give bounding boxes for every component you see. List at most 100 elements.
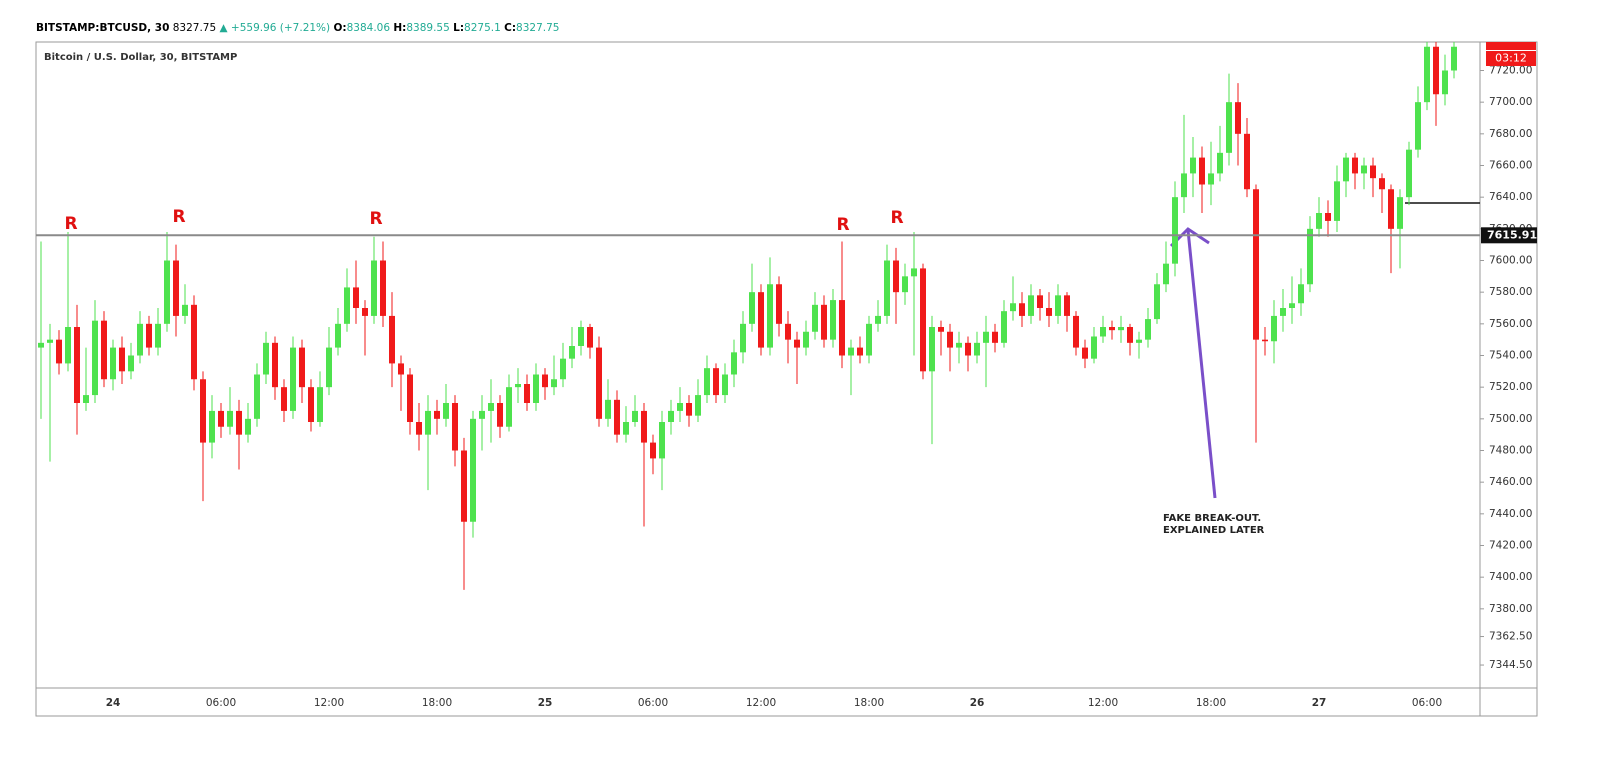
candle-body (425, 410, 431, 435)
y-tick-label: 7540.00 (1489, 350, 1532, 362)
open-label: O: (333, 22, 346, 34)
frame (35, 41, 1538, 717)
candle-body (794, 339, 800, 348)
candle-body (740, 323, 746, 353)
candle-body (1370, 165, 1376, 179)
change: ▲ +559.96 (+7.21%) (220, 22, 331, 34)
candle-body (1037, 295, 1043, 308)
candle-body (938, 327, 944, 332)
low-label: L: (453, 22, 464, 34)
candle-body (1271, 315, 1277, 342)
x-tick-label: 25 (538, 697, 553, 709)
candle-body (245, 418, 251, 435)
x-tick-label: 12:00 (1088, 697, 1118, 709)
candle-body (1244, 133, 1250, 190)
level-tag (1481, 227, 1537, 244)
candles (38, 42, 1457, 590)
candle-body (1082, 347, 1088, 359)
candle-body (416, 422, 422, 435)
candle-body (830, 300, 836, 340)
candle-body (767, 284, 773, 348)
candle-body (848, 347, 854, 356)
candle-body (344, 287, 350, 324)
x-tick-label: 12:00 (746, 697, 776, 709)
candle-body (866, 323, 872, 356)
annotation: FAKE BREAK-OUT. (1163, 513, 1261, 524)
arrow (1186, 229, 1217, 499)
candle-body (137, 323, 143, 356)
candle-body (659, 422, 665, 459)
candle-body (1307, 228, 1313, 285)
candle-body (398, 363, 404, 375)
candle-body (1334, 181, 1340, 221)
candle-body (713, 368, 719, 396)
resistance-marker: R (369, 209, 382, 229)
candle-body (1136, 339, 1142, 343)
resistance-marker: R (64, 214, 77, 234)
candle-body (452, 403, 458, 451)
candle-body (704, 368, 710, 396)
y-tick-label: 7720.00 (1489, 65, 1532, 77)
candle-body (1352, 157, 1358, 174)
candle-body (929, 327, 935, 372)
candle-body (326, 347, 332, 388)
candle-body (749, 292, 755, 324)
candle-body (1091, 336, 1097, 359)
candle-body (902, 276, 908, 293)
candle-body (83, 395, 89, 403)
candle-body (821, 304, 827, 340)
candle-body (1127, 327, 1133, 343)
candle-body (488, 403, 494, 411)
y-tick-label: 7380.00 (1489, 603, 1532, 615)
x-tick-label: 18:00 (422, 697, 452, 709)
candle-body (227, 410, 233, 427)
candle-body (1451, 46, 1457, 71)
candle-body (47, 339, 53, 343)
resistance-marker: R (172, 207, 185, 227)
candle-body (353, 287, 359, 308)
candle-body (1325, 213, 1331, 221)
candle-body (1316, 213, 1322, 229)
candle-body (101, 320, 107, 380)
countdown-tag (1486, 51, 1536, 66)
candle-body (920, 268, 926, 372)
x-tick-label: 06:00 (638, 697, 668, 709)
y-tick-label: 7480.00 (1489, 445, 1532, 457)
x-tick-label: 18:00 (1196, 697, 1226, 709)
high-value: 8389.55 (406, 22, 449, 34)
candle-body (1145, 319, 1151, 340)
candle-body (308, 387, 314, 422)
candle-body (506, 387, 512, 427)
open-value: 8384.06 (347, 22, 391, 34)
candle-body (650, 442, 656, 459)
y-tick-label: 7660.00 (1489, 160, 1532, 172)
candle-body (362, 308, 368, 316)
y-tick-label: 7460.00 (1489, 476, 1532, 488)
candle-body (578, 327, 584, 346)
candle-body (533, 374, 539, 403)
x-tick-label: 24 (106, 697, 121, 709)
candle-body (614, 399, 620, 435)
y-tick-label: 7420.00 (1489, 540, 1532, 552)
candle-body (1406, 149, 1412, 198)
candle-body (1100, 327, 1106, 337)
x-tick-label: 18:00 (854, 697, 884, 709)
candle-body (1028, 295, 1034, 316)
candle-body (1379, 178, 1385, 190)
candle-body (164, 260, 170, 324)
x-tick-label: 27 (1312, 697, 1327, 709)
candle-body (1172, 197, 1178, 264)
candle-body (191, 304, 197, 380)
candle-body (209, 410, 215, 443)
symbol: BITSTAMP:BTCUSD, 30 (36, 22, 169, 34)
x-tick-label: 06:00 (1412, 697, 1442, 709)
candle-body (272, 342, 278, 388)
candle-body (146, 323, 152, 348)
candle-body (1154, 284, 1160, 320)
low-value: 8275.1 (464, 22, 501, 34)
y-tick-label: 7580.00 (1489, 286, 1532, 298)
candle-body (857, 347, 863, 356)
candle-body (1442, 70, 1448, 95)
high-label: H: (393, 22, 406, 34)
